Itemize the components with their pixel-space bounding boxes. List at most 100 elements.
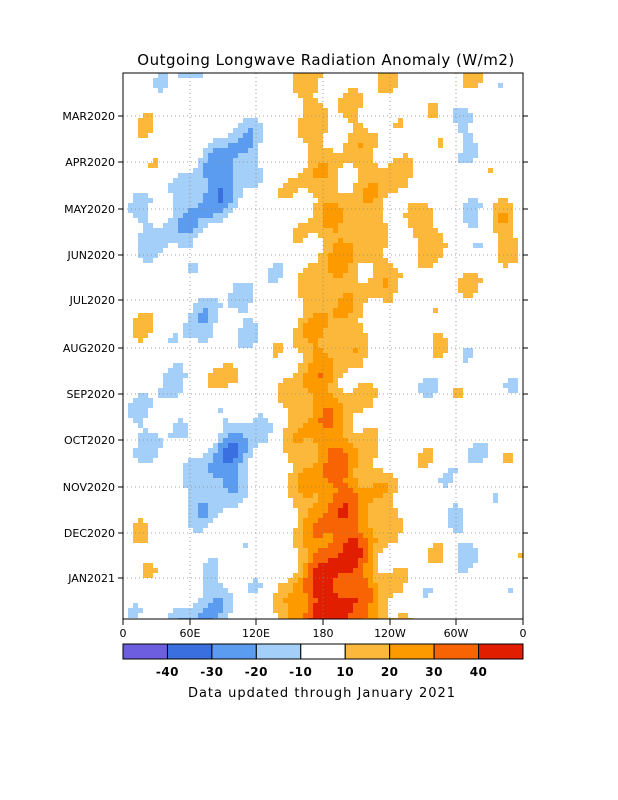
anomaly-cell: [448, 468, 458, 473]
anomaly-cell: [213, 598, 223, 603]
anomaly-cell: [368, 518, 403, 523]
anomaly-cell: [233, 288, 253, 293]
anomaly-cell: [353, 568, 363, 573]
anomaly-cell: [298, 283, 383, 288]
anomaly-cell: [313, 493, 318, 498]
anomaly-cell: [213, 368, 238, 373]
anomaly-cell: [378, 183, 408, 188]
anomaly-cell: [433, 333, 443, 338]
anomaly-cell: [288, 413, 313, 418]
anomaly-cell: [303, 168, 313, 173]
anomaly-cell: [353, 308, 363, 313]
anomaly-cell: [223, 423, 273, 428]
anomaly-cell: [133, 328, 153, 333]
anomaly-cell: [248, 438, 268, 443]
anomaly-cell: [198, 318, 208, 323]
anomaly-cell: [308, 603, 313, 608]
anomaly-cell: [318, 418, 333, 423]
anomaly-cell: [358, 168, 413, 173]
anomaly-cell: [323, 208, 343, 213]
anomaly-cell: [163, 383, 183, 388]
anomaly-cell: [313, 193, 363, 198]
anomaly-cell: [318, 493, 333, 498]
anomaly-cell: [433, 348, 448, 353]
anomaly-cell: [293, 433, 343, 438]
anomaly-cell: [503, 458, 513, 463]
anomaly-cell: [428, 108, 438, 113]
anomaly-cell: [328, 268, 348, 273]
anomaly-cell: [343, 428, 353, 433]
anomaly-cell: [303, 533, 313, 538]
anomaly-cell: [298, 93, 313, 98]
anomaly-cell: [133, 533, 148, 538]
anomaly-cell: [243, 118, 258, 123]
anomaly-cell: [413, 233, 443, 238]
anomaly-cell: [293, 503, 313, 508]
anomaly-cell: [353, 123, 363, 128]
anomaly-cell: [328, 163, 343, 168]
anomaly-cell: [203, 563, 218, 568]
anomaly-cell: [343, 543, 358, 548]
anomaly-cell: [388, 283, 398, 288]
anomaly-cell: [328, 383, 338, 388]
anomaly-cell: [433, 543, 443, 548]
colorbar-swatch: [478, 643, 524, 660]
anomaly-cell: [358, 518, 368, 523]
anomaly-cell: [458, 153, 478, 158]
anomaly-cell: [373, 543, 388, 548]
anomaly-cell: [233, 458, 243, 463]
anomaly-cell: [368, 558, 373, 563]
anomaly-cell: [418, 458, 433, 463]
anomaly-cell: [313, 343, 318, 348]
anomaly-cell: [193, 228, 203, 233]
anomaly-cell: [133, 398, 153, 403]
anomaly-cell: [373, 263, 393, 268]
anomaly-cell: [463, 133, 473, 138]
anomaly-cell: [223, 418, 228, 423]
anomaly-cell: [228, 293, 253, 298]
anomaly-cell: [133, 193, 148, 198]
anomaly-cell: [343, 293, 353, 298]
footer-note: Data updated through January 2021: [188, 686, 456, 701]
anomaly-cell: [493, 203, 513, 208]
anomaly-cell: [498, 258, 518, 263]
anomaly-cell: [328, 173, 338, 178]
anomaly-cell: [333, 248, 353, 253]
anomaly-cell: [288, 578, 298, 583]
anomaly-cell: [423, 448, 433, 453]
anomaly-cell: [253, 143, 258, 148]
anomaly-cell: [313, 353, 328, 358]
anomaly-cell: [403, 153, 408, 158]
anomaly-cell: [463, 143, 478, 148]
anomaly-cell: [203, 578, 218, 583]
anomaly-cell: [238, 138, 253, 143]
anomaly-cell: [238, 448, 248, 453]
anomaly-cell: [418, 453, 433, 458]
anomaly-cell: [173, 178, 208, 183]
anomaly-cell: [328, 353, 368, 358]
anomaly-cell: [298, 488, 338, 493]
anomaly-cell: [308, 363, 333, 368]
anomaly-cell: [353, 348, 358, 353]
anomaly-cell: [348, 453, 358, 458]
anomaly-cell: [343, 433, 378, 438]
anomaly-cell: [133, 198, 153, 203]
anomaly-cell: [243, 543, 248, 548]
anomaly-cell: [303, 423, 323, 428]
anomaly-cell: [273, 608, 288, 613]
anomaly-cell: [308, 338, 318, 343]
anomaly-cell: [173, 428, 188, 433]
anomaly-cell: [203, 573, 218, 578]
anomaly-cell: [293, 543, 303, 548]
anomaly-cell: [323, 218, 343, 223]
anomaly-cell: [423, 593, 428, 598]
anomaly-cell: [453, 393, 463, 398]
anomaly-cell: [333, 423, 343, 428]
anomaly-cell: [388, 483, 398, 488]
anomaly-cell: [298, 273, 333, 278]
anomaly-cell: [448, 508, 463, 513]
anomaly-cell: [463, 213, 478, 218]
anomaly-cell: [238, 453, 243, 458]
anomaly-cell: [368, 508, 398, 513]
anomaly-cell: [318, 448, 328, 453]
